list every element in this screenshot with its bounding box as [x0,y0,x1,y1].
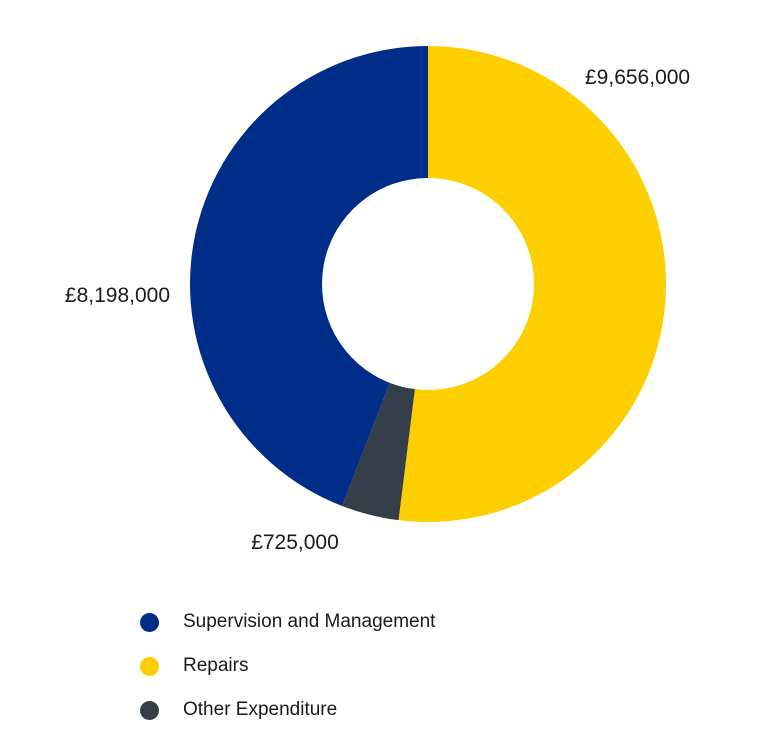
legend-item-repairs: Repairs [140,644,435,688]
donut-chart: £9,656,000 £725,000 £8,198,000 [65,46,690,554]
chart-legend: Supervision and Management Repairs Other E… [140,600,435,732]
legend-swatch-icon [140,656,159,676]
donut-value-labels: £9,656,000 £725,000 £8,198,000 [65,66,690,554]
slice-repairs [398,46,666,522]
legend-swatch-icon [140,700,159,720]
legend-label: Supervision and Management [183,611,436,632]
legend-swatch-icon [140,612,159,632]
value-label-other-expenditure: £725,000 [251,531,339,554]
slice-other-expenditure [342,382,415,521]
legend-label: Repairs [183,655,249,676]
value-label-repairs: £9,656,000 [585,66,690,89]
slice-supervision-and-management [189,46,428,506]
legend-item-supervision-and-management: Supervision and Management [140,600,435,644]
value-label-supervision-and-management: £8,198,000 [65,284,170,307]
donut-slices [189,46,666,522]
legend-label: Other Expenditure [183,699,338,720]
legend-item-other-expenditure: Other Expenditure [140,688,435,732]
